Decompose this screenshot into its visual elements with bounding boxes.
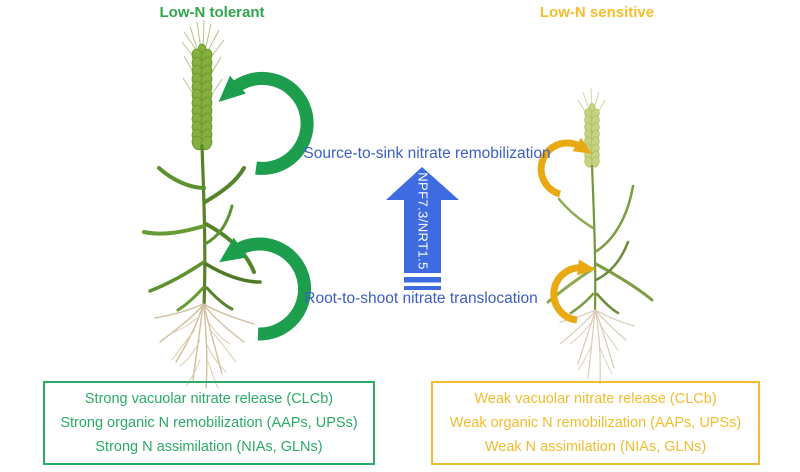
tolerant-plant [142, 19, 262, 389]
tolerant-title: Low-N tolerant [159, 4, 265, 21]
sensitive-stem [590, 164, 597, 314]
tolerant-trait-vacuolar: Strong vacuolar nitrate release (CLCb) [84, 391, 334, 407]
sensitive-plant [546, 87, 654, 385]
source-to-sink-label: Source-to-sink nitrate remobilization [303, 145, 551, 162]
sensitive-trait-vacuolar: Weak vacuolar nitrate release (CLCb) [474, 391, 717, 407]
sensitive-title: Low-N sensitive [539, 4, 655, 21]
tolerant-leaves [142, 166, 262, 312]
transporter-label: NPF7.3/NRT1.5 [415, 172, 431, 270]
tolerant-translocation-arrow [219, 237, 312, 341]
sensitive-trait-organic: Weak organic N remobilization (AAPs, UPS… [449, 415, 742, 431]
sensitive-trait-assimilation: Weak N assimilation (NIAs, GLNs) [484, 439, 707, 455]
sensitive-traits-box: Weak vacuolar nitrate release (CLCb) Wea… [431, 381, 760, 465]
tolerant-traits-box: Strong vacuolar nitrate release (CLCb) S… [43, 381, 375, 465]
sensitive-spike [583, 103, 601, 169]
sensitive-translocation-arrow [550, 259, 596, 324]
tolerant-trait-organic: Strong organic N remobilization (AAPs, U… [60, 415, 358, 431]
root-to-shoot-label: Root-to-shoot nitrate translocation [304, 290, 538, 307]
sensitive-remobilization-arrow [537, 137, 593, 198]
npf-up-arrow [386, 167, 459, 290]
tolerant-spike [189, 43, 215, 152]
tolerant-roots [154, 303, 255, 389]
sensitive-roots [559, 309, 635, 385]
tolerant-trait-assimilation: Strong N assimilation (NIAs, GLNs) [95, 439, 323, 455]
tolerant-remobilization-arrow [218, 71, 314, 175]
